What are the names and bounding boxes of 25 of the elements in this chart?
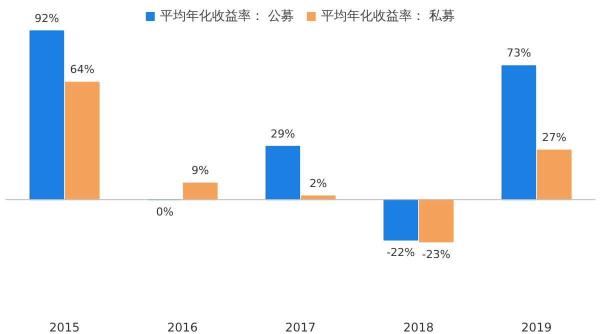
data-label: 92% [34,12,60,25]
bar [383,199,418,241]
bar [536,150,572,200]
data-label: 0% [156,206,174,219]
x-tick-label: 2017 [285,320,316,334]
bar [64,82,100,200]
data-label: -23% [422,248,450,261]
data-label: 9% [191,164,209,178]
bar [501,65,536,200]
data-label: 29% [270,127,296,140]
legend-label: 平均年化收益率： 公募 [160,8,294,25]
bar [265,146,300,200]
bar [29,30,64,200]
x-tick-label: 2019 [521,320,552,334]
data-label: 64% [70,63,94,76]
data-label: 2% [309,176,327,190]
x-tick-label: 2015 [49,320,80,334]
bar [182,182,218,200]
data-label: 27% [542,131,566,144]
legend-label: 平均年化收益率： 私募 [321,8,456,25]
data-label: -22% [386,246,416,260]
x-tick-label: 2016 [167,320,198,334]
bar [418,199,454,242]
data-label: 73% [506,46,532,60]
x-tick-label: 2018 [403,320,434,334]
